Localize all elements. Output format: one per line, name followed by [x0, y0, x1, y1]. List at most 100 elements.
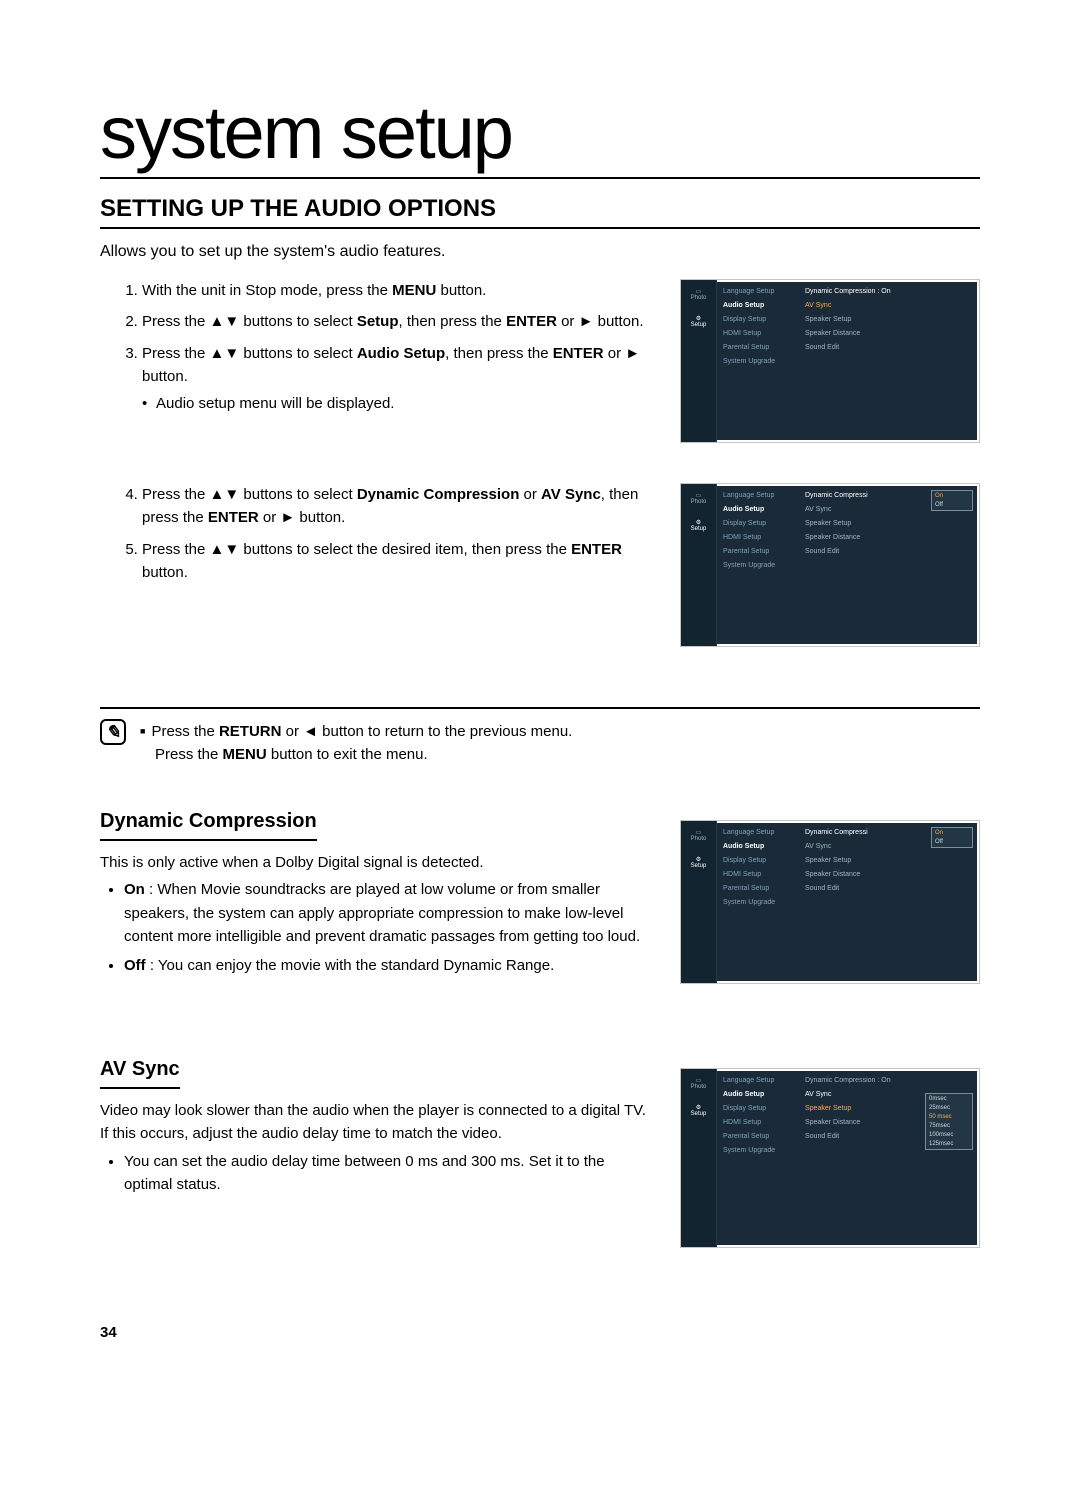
- menu-item: Parental Setup: [723, 548, 795, 555]
- menu-item: Language Setup: [723, 1077, 795, 1084]
- popup-onoff: On Off: [931, 827, 973, 848]
- menu-item: HDMI Setup: [723, 330, 795, 337]
- popup-option: 125msec: [929, 1141, 969, 1147]
- menu-item: System Upgrade: [723, 899, 795, 906]
- popup-option: On: [935, 830, 969, 836]
- nav-setup-icon: ⚙Setup: [684, 517, 714, 534]
- menu-item: Display Setup: [723, 857, 795, 864]
- text: button.: [436, 282, 486, 299]
- text: button to return to the previous menu.: [318, 723, 572, 740]
- nav-photo-icon: ▭Photo: [684, 286, 714, 303]
- popup-option: Off: [935, 839, 969, 845]
- text: buttons to select: [239, 486, 357, 503]
- arrow-icon: ▲▼: [210, 486, 240, 503]
- av-heading: AV Sync: [100, 1054, 180, 1089]
- submenu-item: Speaker Distance: [805, 871, 973, 878]
- menu-item: HDMI Setup: [723, 871, 795, 878]
- popup-msec: 0msec 25msec 50 msec 75msec 100msec 125m…: [925, 1093, 973, 1150]
- nav-photo-icon: ▭Photo: [684, 827, 714, 844]
- submenu-item: Speaker Setup: [805, 857, 973, 864]
- av-block: AV Sync Video may look slower than the a…: [100, 1024, 980, 1268]
- text: buttons to select: [239, 313, 357, 330]
- step-1: With the unit in Stop mode, press the ME…: [142, 279, 650, 302]
- popup-option: 100msec: [929, 1132, 969, 1138]
- text: button.: [295, 509, 345, 526]
- arrow-icon: ▲▼: [210, 541, 240, 558]
- text: button.: [593, 313, 643, 330]
- menu-item: Language Setup: [723, 288, 795, 295]
- text-bold: ENTER: [506, 313, 557, 330]
- text: or: [604, 345, 626, 362]
- menu-item: System Upgrade: [723, 1147, 795, 1154]
- menu-item: Audio Setup: [723, 843, 795, 850]
- menu-item: Language Setup: [723, 492, 795, 499]
- arrow-icon: ▲▼: [210, 313, 240, 330]
- nav-photo-icon: ▭Photo: [684, 1075, 714, 1092]
- text: Press the: [151, 723, 219, 740]
- dc-off: Off : You can enjoy the movie with the s…: [124, 954, 650, 977]
- text-bold: MENU: [392, 282, 436, 299]
- arrow-icon: ▲▼: [210, 345, 240, 362]
- step-4: Press the ▲▼ buttons to select Dynamic C…: [142, 483, 650, 530]
- submenu-item: Sound Edit: [805, 344, 973, 351]
- text: buttons to select the desired item, then…: [239, 541, 571, 558]
- text: , then press the: [398, 313, 506, 330]
- menu-item: Language Setup: [723, 829, 795, 836]
- submenu-item: Sound Edit: [805, 548, 973, 555]
- text-bold: RETURN: [219, 723, 282, 740]
- popup-option: 0msec: [929, 1096, 969, 1102]
- step-3: Press the ▲▼ buttons to select Audio Set…: [142, 342, 650, 416]
- text: button to exit the menu.: [267, 746, 428, 763]
- menu-item: Parental Setup: [723, 344, 795, 351]
- tv-screenshot-3: ▭Photo ⚙Setup Language Setup Audio Setup…: [680, 776, 980, 1004]
- page-number: 34: [100, 1324, 980, 1341]
- text-bold: MENU: [223, 746, 267, 763]
- nav-setup-icon: ⚙Setup: [684, 313, 714, 330]
- bullet-icon: ■: [140, 726, 145, 736]
- dc-on: On : When Movie soundtracks are played a…: [124, 878, 650, 948]
- submenu-item: AV Sync: [805, 302, 973, 309]
- av-intro: Video may look slower than the audio whe…: [100, 1099, 650, 1146]
- text: : When Movie soundtracks are played at l…: [124, 881, 640, 945]
- dc-block: Dynamic Compression This is only active …: [100, 776, 980, 1004]
- arrow-icon: ►: [625, 345, 640, 362]
- text-bold: Off: [124, 957, 146, 974]
- menu-item: HDMI Setup: [723, 534, 795, 541]
- step-3-sub: Audio setup menu will be displayed.: [142, 392, 650, 415]
- dc-heading: Dynamic Compression: [100, 806, 317, 841]
- text-bold: AV Sync: [541, 486, 601, 503]
- steps-list-1: With the unit in Stop mode, press the ME…: [100, 279, 656, 463]
- text: With the unit in Stop mode, press the: [142, 282, 392, 299]
- note-icon: ✎: [100, 719, 126, 745]
- nav-setup-icon: ⚙Setup: [684, 854, 714, 871]
- step-5: Press the ▲▼ buttons to select the desir…: [142, 538, 650, 585]
- text-bold: Setup: [357, 313, 399, 330]
- dc-intro: This is only active when a Dolby Digital…: [100, 851, 650, 874]
- text-bold: Dynamic Compression: [357, 486, 520, 503]
- menu-item: Parental Setup: [723, 1133, 795, 1140]
- submenu-item: Speaker Setup: [805, 520, 973, 527]
- nav-photo-icon: ▭Photo: [684, 490, 714, 507]
- manual-page: system setup SETTING UP THE AUDIO OPTION…: [0, 0, 1080, 1401]
- text: Press the: [142, 345, 210, 362]
- text-bold: ENTER: [208, 509, 259, 526]
- tv-screenshot-2: ▭Photo ⚙Setup Language Setup Audio Setup…: [680, 483, 980, 667]
- submenu-item: Speaker Distance: [805, 330, 973, 337]
- note-block: ✎ ■Press the RETURN or ◄ button to retur…: [100, 719, 980, 766]
- text-bold: On: [124, 881, 145, 898]
- menu-item: Audio Setup: [723, 506, 795, 513]
- popup-option: 75msec: [929, 1123, 969, 1129]
- arrow-icon: ►: [579, 313, 594, 330]
- text: or: [519, 486, 541, 503]
- submenu-item: Speaker Distance: [805, 534, 973, 541]
- menu-item: Display Setup: [723, 316, 795, 323]
- submenu-item: Dynamic Compression : On: [805, 288, 973, 295]
- block-steps-1: With the unit in Stop mode, press the ME…: [100, 279, 980, 463]
- text: , then press the: [445, 345, 553, 362]
- text: Press the: [142, 541, 210, 558]
- tv-screenshot-4: ▭Photo ⚙Setup Language Setup Audio Setup…: [680, 1024, 980, 1268]
- section-heading: SETTING UP THE AUDIO OPTIONS: [100, 195, 980, 229]
- text: Press the: [155, 746, 223, 763]
- text: Press the: [142, 313, 210, 330]
- text: : You can enjoy the movie with the stand…: [146, 957, 555, 974]
